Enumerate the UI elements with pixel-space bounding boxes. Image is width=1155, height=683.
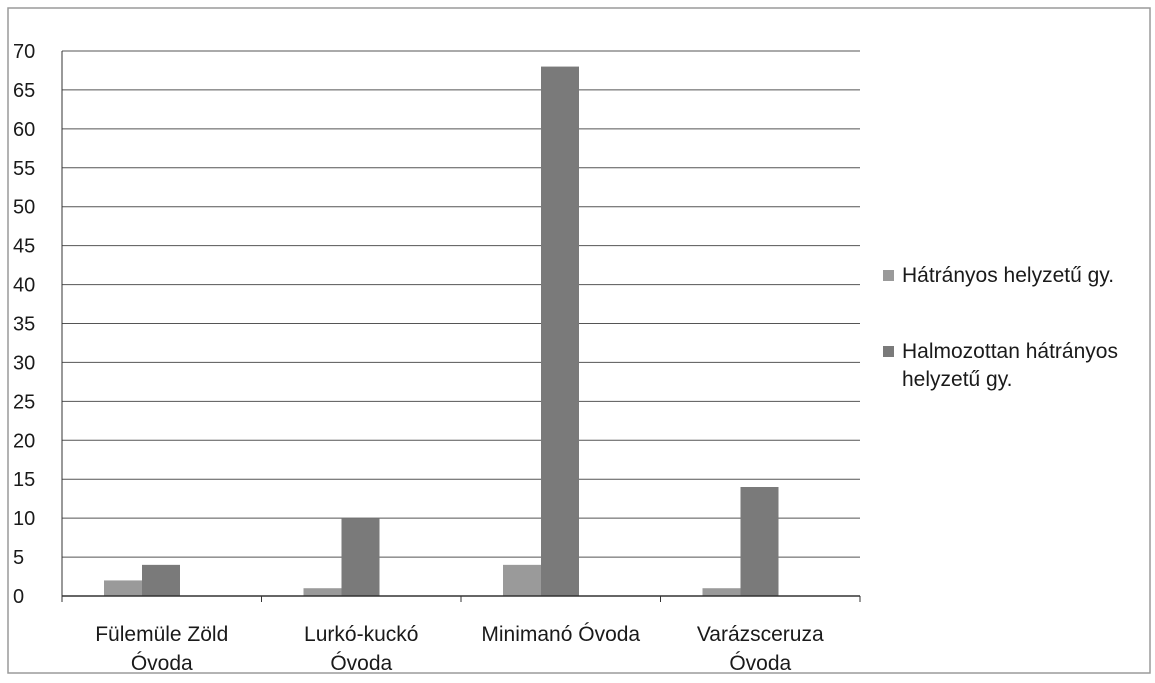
y-tick-label: 45 bbox=[13, 236, 35, 258]
legend-label-halmozottan: Halmozottan hátrányos helyzetű gy. bbox=[902, 340, 1118, 391]
bar-hatranyos bbox=[303, 588, 342, 596]
x-axis bbox=[61, 51, 861, 602]
y-tick-label: 55 bbox=[13, 158, 35, 180]
x-tick-label: Varázsceruza Óvoda bbox=[697, 623, 824, 675]
x-tick-label: Minimanó Óvoda bbox=[481, 623, 640, 646]
x-tick-label: Lurkó-kuckó Óvoda bbox=[304, 623, 418, 675]
bar-hatranyos bbox=[702, 588, 741, 596]
x-axis-tick-labels: Fülemüle Zöld Óvoda Lurkó-kuckó Óvoda Minima… bbox=[95, 623, 824, 675]
bar-halmozottan bbox=[740, 487, 779, 596]
bar-hatranyos bbox=[503, 564, 541, 596]
legend-swatch-hatranyos bbox=[883, 270, 894, 281]
bars bbox=[104, 66, 779, 597]
y-tick-label: 60 bbox=[13, 119, 35, 141]
y-tick-label: 10 bbox=[13, 508, 35, 530]
bar-halmozottan bbox=[142, 564, 180, 596]
y-tick-label: 0 bbox=[13, 586, 24, 608]
y-tick-label: 65 bbox=[13, 80, 35, 102]
y-tick-label: 20 bbox=[13, 430, 35, 452]
legend-item-hatranyos: Hátrányos helyzetű gy. bbox=[883, 262, 1155, 290]
bar-halmozottan bbox=[341, 518, 380, 596]
y-axis-tick-labels: 0 5 10 15 20 25 30 35 40 45 50 55 60 65 70 bbox=[13, 41, 35, 608]
chart-border bbox=[7, 7, 1151, 674]
y-tick-label: 70 bbox=[13, 41, 35, 63]
y-tick-label: 5 bbox=[13, 547, 24, 569]
legend-label-hatranyos: Hátrányos helyzetű gy. bbox=[902, 264, 1115, 287]
legend-item-halmozottan: Halmozottan hátrányos helyzetű gy. bbox=[883, 338, 1155, 394]
y-tick-label: 30 bbox=[13, 352, 35, 374]
y-tick-label: 35 bbox=[13, 314, 35, 336]
y-tick-label: 40 bbox=[13, 275, 35, 297]
y-tick-label: 15 bbox=[13, 469, 35, 491]
legend-swatch-halmozottan bbox=[883, 346, 894, 357]
bar-halmozottan bbox=[541, 66, 579, 597]
y-tick-label: 50 bbox=[13, 197, 35, 219]
x-tick-label: Fülemüle Zöld Óvoda bbox=[95, 623, 228, 675]
y-tick-label: 25 bbox=[13, 391, 35, 413]
bar-hatranyos bbox=[104, 580, 142, 596]
gridlines bbox=[62, 50, 860, 558]
